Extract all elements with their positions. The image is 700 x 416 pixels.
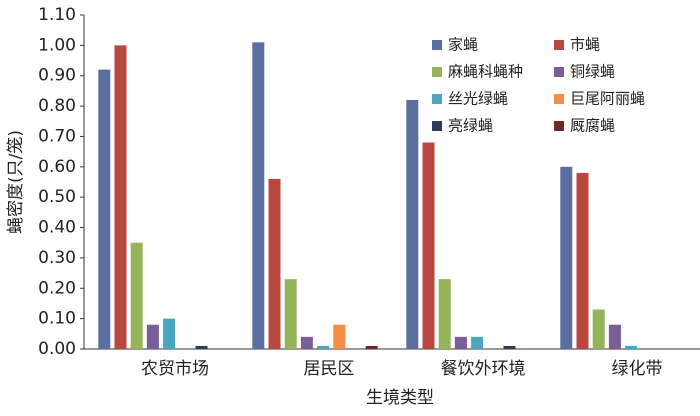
bar (608, 324, 621, 349)
legend-label: 亮绿蝇 (448, 117, 493, 135)
y-tick-label: 0.20 (38, 278, 76, 298)
bar (252, 42, 265, 350)
bar (422, 142, 435, 349)
y-tick-label: 0.40 (38, 218, 76, 238)
legend-label: 厩腐蝇 (570, 117, 615, 135)
legend-label: 丝光绿蝇 (448, 90, 508, 108)
bar (576, 172, 589, 349)
legend-label: 家蝇 (448, 36, 478, 54)
bar (98, 69, 111, 350)
bar (195, 345, 208, 349)
y-tick-label: 0.80 (38, 96, 76, 116)
x-axis-label: 生境类型 (366, 388, 434, 408)
y-tick-label: 0.30 (38, 248, 76, 268)
y-tick-label: 1.10 (38, 5, 76, 25)
legend-label: 巨尾阿丽蝇 (570, 90, 645, 108)
y-axis-label: 蝇密度(只/笼) (6, 130, 26, 234)
bar (365, 345, 378, 349)
legend-swatch (554, 121, 564, 131)
legend-swatch (432, 94, 442, 104)
legend-swatch (554, 67, 564, 77)
y-tick-label: 0.70 (38, 126, 76, 146)
bar (163, 318, 176, 349)
legend-label: 铜绿蝇 (570, 63, 615, 81)
bar (300, 336, 313, 349)
bar (438, 279, 451, 349)
bar (146, 324, 159, 349)
bar (592, 309, 605, 349)
y-tick-label: 0.50 (38, 187, 76, 207)
bar (284, 279, 297, 349)
bar (130, 242, 143, 349)
legend-swatch (432, 67, 442, 77)
y-tick-label: 0.90 (38, 66, 76, 86)
legend-swatch (432, 121, 442, 131)
y-tick-label: 0.60 (38, 157, 76, 177)
x-tick-label: 绿化带 (612, 359, 663, 379)
y-tick-label: 1.00 (38, 35, 76, 55)
legend-swatch (432, 40, 442, 50)
bar (317, 345, 330, 349)
bar (560, 166, 573, 349)
bar (406, 100, 419, 349)
bar (454, 336, 467, 349)
bar (268, 178, 281, 349)
bar (503, 345, 516, 349)
bar (471, 336, 484, 349)
y-tick-label: 0.10 (38, 309, 76, 329)
legend-swatch (554, 94, 564, 104)
bar (114, 45, 127, 349)
x-tick-label: 餐饮外环境 (441, 359, 526, 379)
bar (625, 345, 638, 349)
legend-label: 麻蝇科蝇种 (448, 63, 523, 81)
legend-swatch (554, 40, 564, 50)
y-tick-label: 0.00 (38, 339, 76, 359)
x-tick-label: 农贸市场 (141, 359, 209, 379)
bar (333, 324, 346, 349)
x-tick-label: 居民区 (304, 359, 355, 379)
legend-label: 市蝇 (570, 36, 600, 54)
